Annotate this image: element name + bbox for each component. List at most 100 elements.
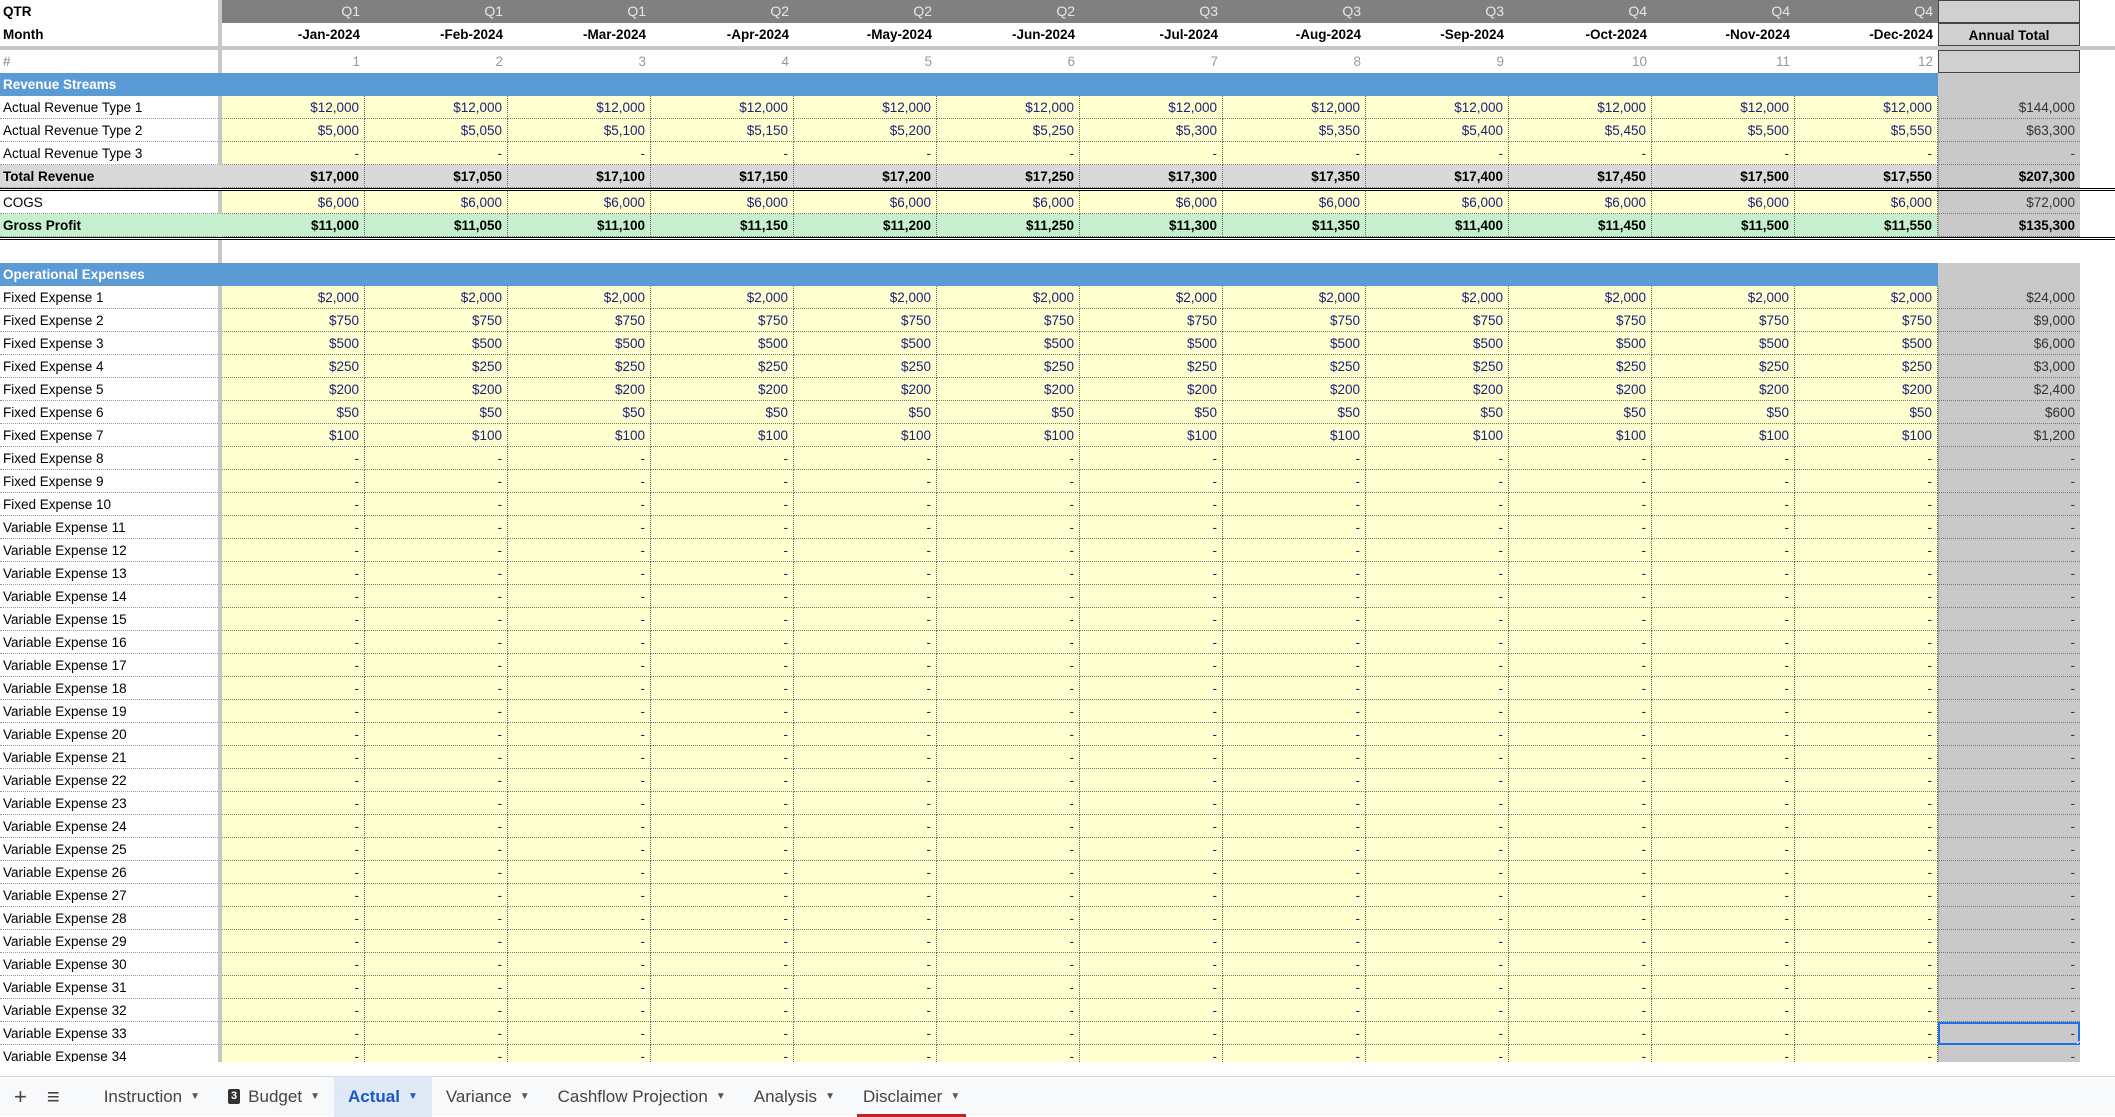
month-value-cell[interactable]: - — [794, 700, 937, 723]
annual-total-cell[interactable]: - — [1938, 493, 2080, 516]
month-value-cell[interactable]: - — [651, 815, 794, 838]
month-value-cell[interactable]: $17,150 — [651, 165, 794, 188]
month-value-cell[interactable]: - — [508, 493, 651, 516]
month-value-cell[interactable]: - — [222, 608, 365, 631]
month-value-cell[interactable]: - — [365, 470, 508, 493]
month-value-cell[interactable]: $5,000 — [222, 119, 365, 142]
row-label[interactable]: Variable Expense 26 — [0, 861, 218, 884]
month-value-cell[interactable] — [508, 240, 651, 263]
month-value-cell[interactable]: - — [1509, 142, 1652, 165]
month-value-cell[interactable]: $2,000 — [1795, 286, 1938, 309]
month-label[interactable]: Month — [3, 27, 44, 42]
month-value-cell[interactable]: $5,550 — [1795, 119, 1938, 142]
month-value-cell[interactable] — [1223, 73, 1366, 96]
month-value-cell[interactable]: $500 — [222, 332, 365, 355]
month-value-cell[interactable]: - — [1795, 930, 1938, 953]
month-value-cell[interactable]: - — [1223, 723, 1366, 746]
month-value-cell[interactable]: - — [1795, 677, 1938, 700]
row-label[interactable]: Fixed Expense 8 — [0, 447, 218, 470]
month-number-cell[interactable]: 10 — [1631, 54, 1647, 69]
month-value-cell[interactable]: $50 — [1652, 401, 1795, 424]
month-value-cell[interactable]: - — [365, 907, 508, 930]
month-value-cell[interactable]: $5,450 — [1509, 119, 1652, 142]
month-value-cell[interactable]: - — [1080, 792, 1223, 815]
fill-handle[interactable] — [2077, 1041, 2080, 1044]
sheet-tab-analysis[interactable]: Analysis ▼ — [740, 1077, 849, 1117]
month-cell[interactable]: -Jan-2024 — [297, 27, 360, 42]
month-value-cell[interactable]: $250 — [1509, 355, 1652, 378]
month-value-cell[interactable]: - — [1223, 677, 1366, 700]
month-value-cell[interactable] — [508, 73, 651, 96]
row-label[interactable]: Variable Expense 28 — [0, 907, 218, 930]
month-value-cell[interactable]: $5,500 — [1652, 119, 1795, 142]
month-value-cell[interactable]: $200 — [508, 378, 651, 401]
month-value-cell[interactable]: - — [1223, 930, 1366, 953]
month-value-cell[interactable]: $250 — [1223, 355, 1366, 378]
row-label[interactable]: Actual Revenue Type 2 — [0, 119, 218, 142]
month-value-cell[interactable]: $50 — [222, 401, 365, 424]
month-value-cell[interactable]: $750 — [365, 309, 508, 332]
all-sheets-menu-icon[interactable]: ≡ — [46, 1083, 60, 1109]
month-value-cell[interactable]: $50 — [508, 401, 651, 424]
month-value-cell[interactable] — [651, 73, 794, 96]
month-value-cell[interactable]: - — [1080, 562, 1223, 585]
month-value-cell[interactable]: - — [1652, 539, 1795, 562]
month-value-cell[interactable]: - — [1652, 792, 1795, 815]
month-value-cell[interactable]: $250 — [937, 355, 1080, 378]
month-value-cell[interactable]: - — [937, 608, 1080, 631]
month-value-cell[interactable]: - — [1366, 861, 1509, 884]
month-value-cell[interactable]: $2,000 — [794, 286, 937, 309]
month-value-cell[interactable]: - — [1795, 815, 1938, 838]
month-value-cell[interactable]: - — [794, 677, 937, 700]
month-value-cell[interactable]: $250 — [794, 355, 937, 378]
annual-total-cell[interactable]: $2,400 — [1938, 378, 2080, 401]
month-value-cell[interactable]: - — [1795, 884, 1938, 907]
annual-total-cell[interactable]: - — [1938, 142, 2080, 165]
month-value-cell[interactable]: - — [1795, 562, 1938, 585]
month-value-cell[interactable]: - — [937, 447, 1080, 470]
month-value-cell[interactable]: - — [508, 677, 651, 700]
month-value-cell[interactable]: - — [365, 746, 508, 769]
month-value-cell[interactable]: $100 — [794, 424, 937, 447]
quarter-cell[interactable]: Q3 — [1080, 0, 1223, 23]
month-value-cell[interactable]: - — [1223, 654, 1366, 677]
month-value-cell[interactable]: - — [365, 700, 508, 723]
month-value-cell[interactable]: - — [1795, 631, 1938, 654]
month-value-cell[interactable]: - — [508, 930, 651, 953]
row-label[interactable]: Variable Expense 16 — [0, 631, 218, 654]
month-value-cell[interactable]: - — [508, 631, 651, 654]
month-value-cell[interactable]: - — [1652, 907, 1795, 930]
month-value-cell[interactable]: - — [794, 470, 937, 493]
month-value-cell[interactable]: - — [508, 884, 651, 907]
sheet-tab-cashflow-projection[interactable]: Cashflow Projection ▼ — [544, 1077, 740, 1117]
month-value-cell[interactable]: - — [794, 447, 937, 470]
month-value-cell[interactable]: $11,100 — [508, 214, 651, 237]
month-value-cell[interactable]: - — [365, 516, 508, 539]
annual-total-cell[interactable]: $3,000 — [1938, 355, 2080, 378]
month-value-cell[interactable]: - — [1223, 539, 1366, 562]
month-value-cell[interactable]: - — [651, 769, 794, 792]
month-value-cell[interactable]: - — [1652, 493, 1795, 516]
annual-total-cell[interactable]: - — [1938, 539, 2080, 562]
month-value-cell[interactable]: - — [1652, 861, 1795, 884]
month-value-cell[interactable]: - — [365, 1022, 508, 1045]
month-value-cell[interactable]: - — [1080, 861, 1223, 884]
month-number-cell[interactable]: 4 — [781, 54, 789, 69]
month-value-cell[interactable]: - — [365, 930, 508, 953]
month-value-cell[interactable] — [794, 240, 937, 263]
month-value-cell[interactable]: - — [651, 792, 794, 815]
month-value-cell[interactable] — [365, 240, 508, 263]
month-value-cell[interactable]: $200 — [222, 378, 365, 401]
month-value-cell[interactable]: - — [937, 1045, 1080, 1062]
annual-total-cell[interactable]: $72,000 — [1938, 191, 2080, 214]
annual-total-cell[interactable]: - — [1938, 516, 2080, 539]
month-value-cell[interactable]: - — [365, 976, 508, 999]
month-value-cell[interactable]: $750 — [1652, 309, 1795, 332]
month-value-cell[interactable]: - — [1795, 976, 1938, 999]
month-value-cell[interactable]: $250 — [222, 355, 365, 378]
month-value-cell[interactable]: - — [1080, 493, 1223, 516]
month-value-cell[interactable]: - — [508, 516, 651, 539]
month-value-cell[interactable]: - — [1795, 769, 1938, 792]
month-value-cell[interactable]: - — [1652, 608, 1795, 631]
month-value-cell[interactable]: $750 — [1080, 309, 1223, 332]
